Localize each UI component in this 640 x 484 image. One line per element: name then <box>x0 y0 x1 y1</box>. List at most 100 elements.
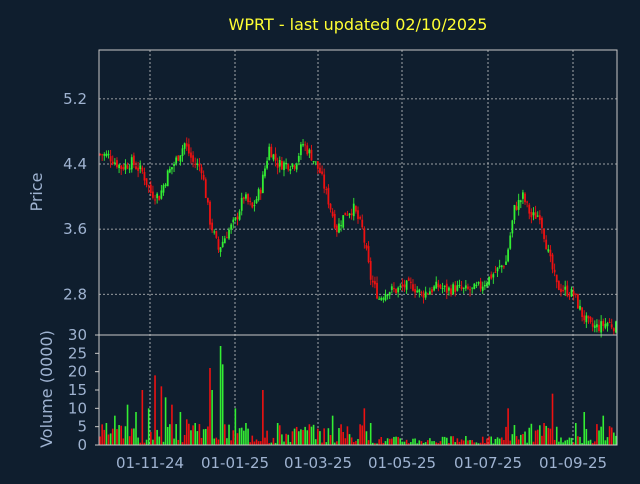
volume-bar <box>367 440 370 445</box>
price-candle-body <box>304 144 307 146</box>
price-panel-frame <box>98 49 618 336</box>
volume-bar <box>511 434 514 445</box>
grid-layer <box>95 50 617 446</box>
volume-bar <box>190 430 192 445</box>
volume-bar <box>513 425 516 445</box>
price-candle-body <box>171 167 173 170</box>
volume-bar <box>111 428 114 445</box>
volume-bar <box>422 442 425 445</box>
price-candle-body <box>608 321 611 323</box>
price-candle-body <box>570 288 573 297</box>
price-candle-body <box>409 281 412 283</box>
volume-bar <box>420 441 423 445</box>
price-candle-body <box>458 284 461 286</box>
volume-bar <box>268 443 270 445</box>
volume-bar <box>264 437 266 445</box>
volume-tick-label: 15 <box>68 381 87 399</box>
volume-bar <box>391 438 393 445</box>
volume-bar <box>327 428 330 445</box>
volume-bar <box>361 425 364 445</box>
volume-bar <box>600 426 602 445</box>
volume-bar <box>283 441 285 445</box>
price-candle-body <box>310 149 313 161</box>
price-candle-body <box>513 205 516 220</box>
price-candle-body <box>378 298 381 300</box>
volume-bar <box>380 437 383 445</box>
price-candle-body <box>435 281 438 289</box>
price-candle-body <box>412 284 414 291</box>
volume-tick-label: 0 <box>77 436 87 454</box>
price-candle-body <box>209 201 211 225</box>
price-candle-body <box>486 283 488 287</box>
price-candle-body <box>502 266 505 268</box>
volume-bar <box>403 441 406 445</box>
price-candle-body <box>598 324 600 332</box>
price-candle-body <box>251 202 254 208</box>
price-candle-body <box>202 174 205 180</box>
price-candle-body <box>433 286 436 291</box>
price-candle-body <box>481 286 484 291</box>
volume-bar <box>154 375 156 445</box>
volume-bar <box>433 441 435 445</box>
price-candle-body <box>272 154 275 160</box>
volume-bar <box>171 404 173 445</box>
volume-bar <box>562 442 564 445</box>
volume-bar <box>166 426 169 445</box>
price-candle-body <box>190 152 192 158</box>
price-candle-body <box>496 267 499 272</box>
volume-tick-label: 30 <box>68 326 87 344</box>
axes <box>98 49 618 446</box>
volume-bar <box>369 423 372 445</box>
volume-bar <box>145 439 148 445</box>
price-candle-body <box>403 284 406 288</box>
price-candle-body <box>517 199 520 210</box>
price-tick-label: 4.4 <box>63 155 87 173</box>
price-candle-body <box>192 155 194 162</box>
price-candle-body <box>177 155 180 161</box>
price-candle-body <box>452 284 455 295</box>
volume-bar <box>488 436 490 445</box>
volume-bar <box>604 440 607 445</box>
volume-bar <box>314 439 317 445</box>
price-candle-body <box>610 324 613 328</box>
volume-bar <box>230 440 232 445</box>
price-candle-body <box>386 295 389 297</box>
volume-bar <box>325 442 328 445</box>
price-candle-body <box>471 287 474 289</box>
volume-bar <box>543 423 545 445</box>
volume-bar <box>357 439 359 445</box>
price-candle-body <box>536 215 539 217</box>
volume-bar <box>541 435 543 445</box>
price-candle-body <box>116 160 118 168</box>
price-tick-label: 2.8 <box>63 285 87 303</box>
volume-bar <box>534 430 537 445</box>
price-candle-body <box>132 155 135 166</box>
price-candle-body <box>522 192 524 199</box>
price-candle-body <box>475 284 478 287</box>
volume-bar <box>285 433 287 445</box>
price-candle-body <box>528 204 531 214</box>
volume-bar <box>164 397 167 445</box>
volume-bar <box>344 438 347 445</box>
price-candle-body <box>437 283 440 288</box>
volume-bar <box>589 439 592 445</box>
volume-bar <box>236 433 239 445</box>
volume-bar <box>336 441 338 445</box>
price-candle-body <box>238 211 241 220</box>
price-candle-body <box>152 191 154 198</box>
price-candle-body <box>293 165 296 169</box>
price-candle-body <box>158 195 161 201</box>
volume-bar <box>441 436 444 445</box>
price-candle-body <box>181 148 184 156</box>
price-candle-body <box>247 194 249 203</box>
price-candle-body <box>323 174 326 189</box>
price-candle-body <box>156 193 159 199</box>
price-candle-body <box>555 274 558 283</box>
volume-bar <box>581 443 583 445</box>
volume-bar <box>116 429 118 445</box>
price-candle-body <box>441 288 444 290</box>
price-candle-body <box>164 184 167 186</box>
price-candle-body <box>418 289 421 293</box>
volume-bar <box>209 368 211 445</box>
price-candle-body <box>416 290 419 293</box>
